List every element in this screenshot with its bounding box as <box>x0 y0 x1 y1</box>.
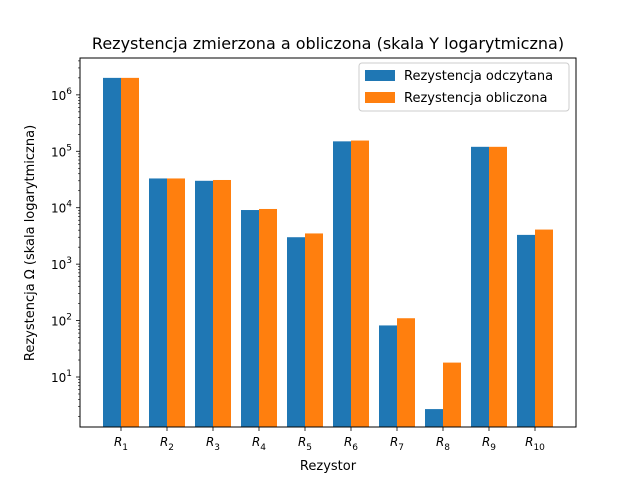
bar-obliczona-r3 <box>213 179 231 427</box>
legend-swatch-odczytana <box>365 70 395 81</box>
bar-odczytana-r9 <box>471 146 489 427</box>
x-tick-label: R5 <box>298 435 312 453</box>
x-tick-label: R2 <box>160 435 174 453</box>
bar-odczytana-r10 <box>517 234 535 427</box>
x-tick-label: R10 <box>525 435 545 453</box>
bar-obliczona-r7 <box>397 318 415 427</box>
chart-title: Rezystencja zmierzona a obliczona (skala… <box>92 34 564 53</box>
x-tick-label: R6 <box>344 435 358 453</box>
x-axis-ticks: R1 R2 R3 R4 R5 R6 R7 R8 R9 R10 <box>114 427 545 453</box>
x-tick-label: R7 <box>390 435 404 453</box>
bar-odczytana-r4 <box>241 210 259 427</box>
x-tick-label: R3 <box>206 435 220 453</box>
y-tick-label: 103 <box>51 256 72 272</box>
bar-obliczona-r8 <box>443 362 461 427</box>
y-tick-label: 104 <box>51 200 72 216</box>
bar-obliczona-r10 <box>535 229 553 427</box>
y-tick-label: 105 <box>51 143 72 159</box>
legend-box <box>358 62 570 112</box>
bar-odczytana-r2 <box>149 178 167 427</box>
bar-obliczona-r4 <box>259 208 277 427</box>
legend: Rezystencja odczytana Rezystencja oblicz… <box>358 62 570 112</box>
bar-obliczona-r5 <box>305 233 323 427</box>
bar-obliczona-r1 <box>121 77 139 427</box>
bar-obliczona-r2 <box>167 178 185 427</box>
x-tick-label: R8 <box>436 435 450 453</box>
bar-odczytana-r5 <box>287 237 305 427</box>
legend-swatch-obliczona <box>365 92 395 103</box>
bar-obliczona-r6 <box>351 140 369 427</box>
y-tick-label: 101 <box>51 369 72 385</box>
x-tick-label: R4 <box>252 435 266 453</box>
bar-odczytana-r7 <box>379 325 397 427</box>
bar-odczytana-r8 <box>425 409 443 427</box>
y-tick-label: 102 <box>51 313 72 329</box>
legend-label-obliczona: Rezystencja obliczona <box>404 91 548 106</box>
x-tick-label: R9 <box>482 435 496 453</box>
bar-odczytana-r1 <box>103 77 121 427</box>
y-axis-ticks: 101 102 103 104 105 106 <box>51 60 80 417</box>
legend-label-odczytana: Rezystencja odczytana <box>404 69 553 84</box>
plot-frame <box>79 57 577 428</box>
bars-group <box>103 77 553 427</box>
bar-odczytana-r3 <box>195 180 213 427</box>
bar-odczytana-r6 <box>333 141 351 427</box>
x-axis-label: Rezystor <box>300 459 357 474</box>
y-tick-label: 106 <box>51 87 72 103</box>
y-axis-label: Rezystencja Ω (skala logarytmiczna) <box>23 125 38 361</box>
bar-obliczona-r9 <box>489 146 507 427</box>
x-tick-label: R1 <box>114 435 128 453</box>
